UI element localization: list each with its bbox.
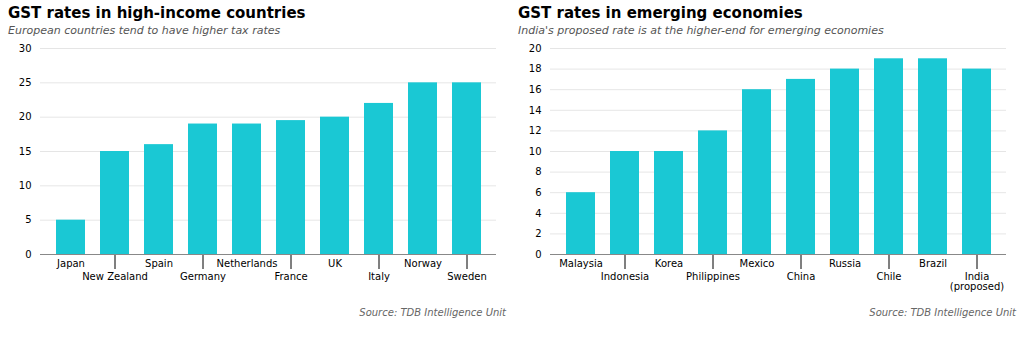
svg-text:20: 20: [19, 111, 32, 122]
svg-text:14: 14: [529, 105, 542, 116]
svg-text:New Zealand: New Zealand: [82, 271, 148, 282]
svg-text:Malaysia: Malaysia: [559, 258, 603, 269]
svg-text:18: 18: [529, 63, 542, 74]
svg-text:Indonesia: Indonesia: [601, 271, 649, 282]
html-text:GST rates in high-income count: GST rates in high-income countries: [8, 4, 306, 22]
svg-text:UK: UK: [328, 258, 342, 269]
svg-text:25: 25: [19, 77, 32, 88]
svg-text:Italy: Italy: [368, 271, 390, 282]
svg-text:5: 5: [25, 214, 31, 225]
svg-text:16: 16: [529, 84, 542, 95]
html-text:European countries tend to hav: European countries tend to have higher t…: [8, 24, 281, 37]
svg-text:Brazil: Brazil: [919, 258, 947, 269]
svg-text:Chile: Chile: [876, 271, 901, 282]
html-text:Source: TDB Intelligence Unit: Source: TDB Intelligence Unit: [359, 307, 506, 318]
svg-text:India(proposed): India(proposed): [950, 271, 1004, 292]
svg-text:6: 6: [535, 187, 541, 198]
svg-text:Spain: Spain: [145, 258, 173, 269]
svg-text:Netherlands: Netherlands: [217, 258, 278, 269]
svg-text:2: 2: [535, 228, 541, 239]
svg-text:Philippines: Philippines: [686, 271, 740, 282]
svg-text:Korea: Korea: [655, 258, 683, 269]
html-text:GST rates in emerging economie: GST rates in emerging economies: [518, 4, 803, 22]
svg-text:8: 8: [535, 166, 541, 177]
svg-text:Germany: Germany: [180, 271, 226, 282]
svg-text:Sweden: Sweden: [447, 271, 487, 282]
svg-text:France: France: [274, 271, 307, 282]
svg-text:0: 0: [25, 249, 31, 260]
svg-text:0: 0: [535, 249, 541, 260]
svg-text:30: 30: [19, 43, 32, 54]
svg-text:Russia: Russia: [829, 258, 861, 269]
svg-text:China: China: [787, 271, 816, 282]
svg-text:Mexico: Mexico: [740, 258, 775, 269]
svg-text:10: 10: [19, 180, 32, 191]
svg-text:20: 20: [529, 43, 542, 54]
svg-text:15: 15: [19, 146, 32, 157]
svg-text:10: 10: [529, 146, 542, 157]
html-text:India's proposed rate is at th: India's proposed rate is at the higher-e…: [518, 24, 884, 37]
svg-text:4: 4: [535, 208, 541, 219]
svg-text:Norway: Norway: [404, 258, 442, 269]
html-text:Source: TDB Intelligence Unit: Source: TDB Intelligence Unit: [869, 307, 1016, 318]
svg-text:12: 12: [529, 125, 542, 136]
svg-text:Japan: Japan: [56, 258, 85, 269]
